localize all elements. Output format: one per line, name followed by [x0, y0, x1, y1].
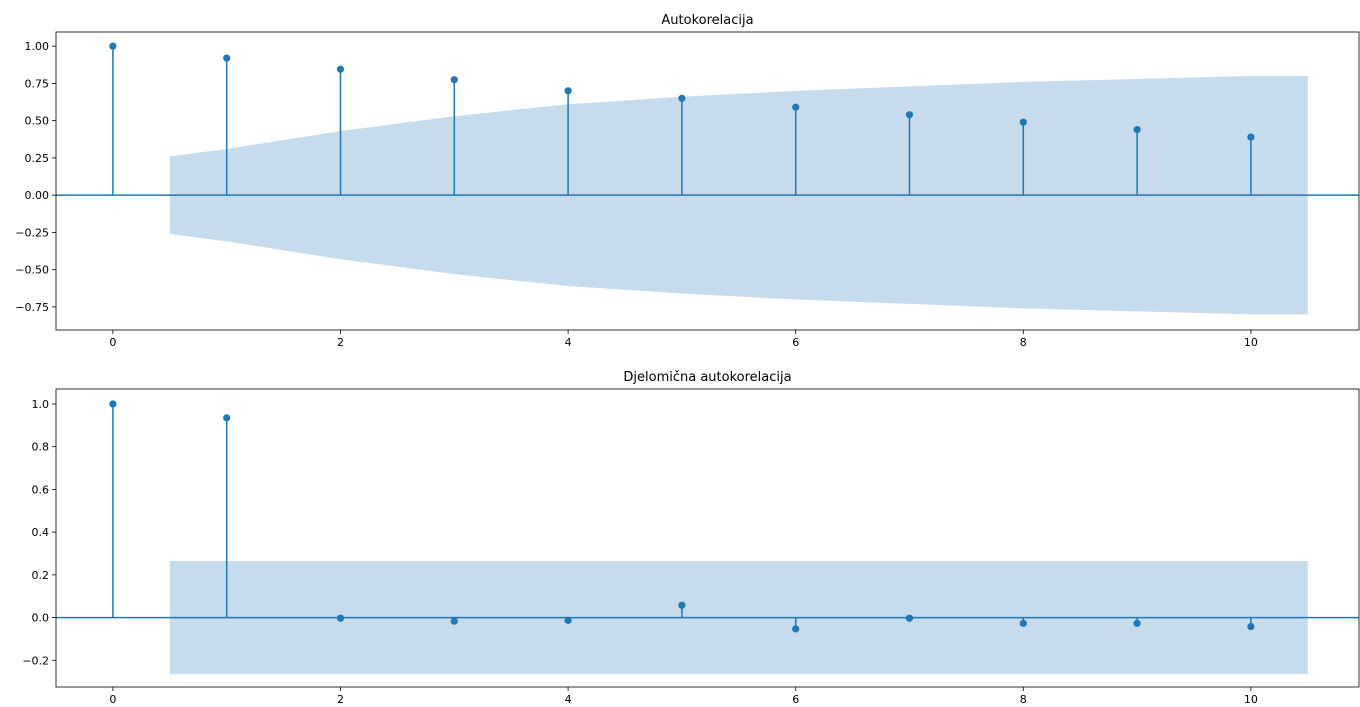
x-tick-label: 0	[109, 336, 116, 349]
data-point	[223, 54, 231, 62]
data-point	[1247, 133, 1255, 141]
data-point	[678, 94, 686, 102]
x-tick-label: 0	[109, 693, 116, 703]
data-point	[336, 614, 345, 622]
x-tick-label: 10	[1244, 693, 1258, 703]
y-tick-label: 0.6	[32, 483, 50, 496]
chart-title: Djelomična autokorelacija	[623, 370, 791, 385]
data-point	[792, 103, 800, 111]
y-tick-label: 0.75	[25, 77, 50, 90]
y-tick-label: −0.2	[22, 654, 49, 667]
data-point	[678, 601, 686, 609]
data-point	[1133, 125, 1141, 134]
y-tick-label: 0.0	[32, 612, 50, 625]
chart-title: Autokorelacija	[661, 13, 753, 28]
x-tick-label: 8	[1020, 693, 1027, 703]
x-tick-label: 6	[792, 693, 799, 703]
pacf-panel: 0 2 4 6 8 10 1.0 0.8 0.6 0.4 0.2 0.0 −0.2 Djelomična …	[22, 370, 1360, 706]
y-tick-label: −0.50	[15, 264, 49, 277]
x-tick-label: 2	[337, 336, 344, 349]
data-point	[1019, 619, 1027, 627]
axes-frame	[55, 31, 1360, 331]
data-point	[450, 617, 458, 625]
x-tick-label: 4	[565, 336, 572, 349]
data-point	[1133, 619, 1141, 627]
x-tick-label: 2	[337, 693, 344, 703]
acf-panel: 0 2 4 6 8 10 1.00 0.75 0.50 0.25 0.00 −0.25 −0.50 −0.…	[15, 13, 1360, 349]
y-tick-label: 0.25	[25, 152, 50, 165]
data-point	[109, 400, 117, 408]
y-tick-label: −0.25	[15, 226, 49, 239]
y-tick-label: 0.2	[32, 569, 50, 582]
x-tick-label: 10	[1244, 336, 1258, 349]
data-point	[564, 87, 572, 95]
data-point	[223, 414, 231, 422]
x-tick-label: 4	[565, 693, 572, 703]
y-tick-label: −0.75	[15, 301, 49, 314]
data-point	[564, 616, 572, 624]
y-tick-label: 0.4	[32, 526, 50, 539]
data-point	[905, 111, 914, 119]
y-tick-label: 0.8	[32, 441, 50, 454]
data-point	[109, 42, 117, 50]
data-point	[1019, 118, 1027, 126]
data-point	[450, 76, 458, 84]
y-tick-label: 0.00	[25, 189, 50, 202]
data-point	[905, 614, 914, 622]
data-point	[1247, 622, 1255, 631]
y-tick-label: 1.0	[32, 398, 50, 411]
y-tick-label: 0.50	[25, 115, 50, 128]
axes-frame	[55, 388, 1360, 688]
data-point	[792, 625, 800, 633]
y-tick-label: 1.00	[25, 40, 50, 53]
data-point	[336, 65, 345, 73]
x-tick-label: 8	[1020, 336, 1027, 349]
x-tick-label: 6	[792, 336, 799, 349]
